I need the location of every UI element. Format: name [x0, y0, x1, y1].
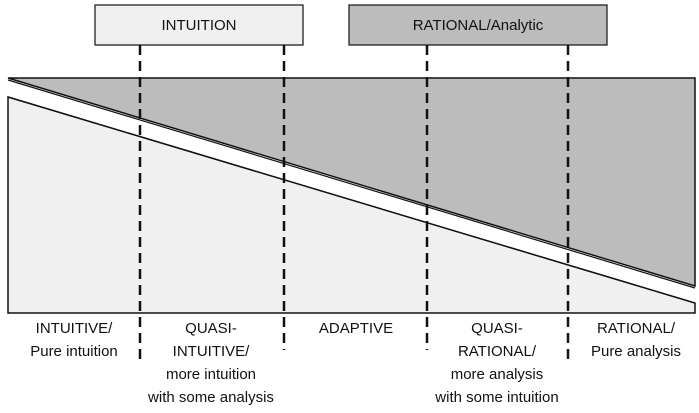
- header-label: RATIONAL/Analytic: [413, 17, 544, 34]
- divider: [7, 96, 696, 304]
- column-label: more analysis: [451, 366, 544, 383]
- header-box: [348, 4, 608, 46]
- column-label: with some analysis: [147, 389, 274, 406]
- column-label: Pure intuition: [30, 343, 118, 360]
- dashed-separators: [138, 45, 570, 360]
- column-label: Pure analysis: [591, 343, 681, 360]
- header-label: INTUITION: [162, 17, 237, 34]
- column-label: INTUITIVE/: [173, 343, 251, 360]
- analysis-area: [7, 77, 696, 288]
- column-label: QUASI-: [471, 320, 523, 337]
- header-box: [94, 4, 304, 46]
- column-label: QUASI-: [185, 320, 237, 337]
- column-label: more intuition: [166, 366, 256, 383]
- column-label: RATIONAL/: [597, 320, 676, 337]
- column-label: RATIONAL/: [458, 343, 537, 360]
- column-label: with some intuition: [434, 389, 558, 406]
- divider: [7, 79, 696, 289]
- column-label: INTUITIVE/: [36, 320, 114, 337]
- column-label: ADAPTIVE: [319, 320, 393, 337]
